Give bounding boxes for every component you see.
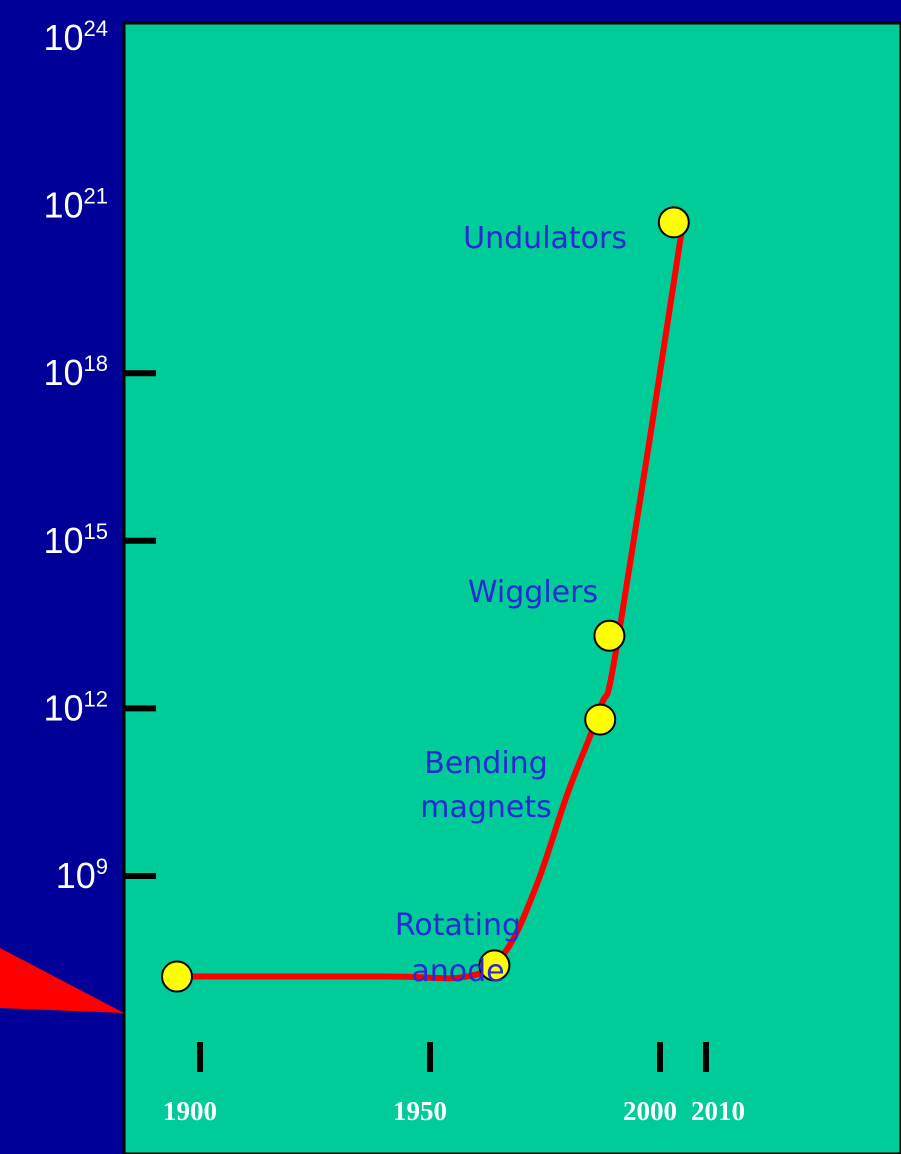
y-tick-label: 1015 xyxy=(43,519,108,561)
y-tick-label: 1021 xyxy=(43,184,108,226)
y-tick-label: 1018 xyxy=(43,351,108,393)
plot-area xyxy=(122,21,901,1154)
annotations: Rotating anode Bending magnets Wigglers Undul… xyxy=(395,221,627,989)
x-axis: 1900 1950 2000 2010 xyxy=(163,1042,745,1126)
data-point xyxy=(657,206,690,239)
y-tick-label: 1024 xyxy=(43,16,108,58)
data-point xyxy=(478,949,511,982)
y-tick-label: 109 xyxy=(56,854,108,896)
y-tick-label: 1012 xyxy=(43,686,108,728)
point-label: Wigglers xyxy=(468,575,598,610)
left-red-pointer xyxy=(0,948,124,1013)
data-point xyxy=(584,703,617,736)
data-point xyxy=(593,619,626,652)
y-axis: 109 1012 1015 1018 1021 1024 xyxy=(43,16,156,896)
x-tick-label: 2010 xyxy=(691,1096,745,1126)
data-points xyxy=(161,206,690,993)
point-label: Rotating anode xyxy=(395,908,521,989)
x-tick-label: 2000 xyxy=(623,1096,677,1126)
series-line xyxy=(174,219,686,982)
point-label: Undulators xyxy=(463,221,627,256)
x-tick-label: 1950 xyxy=(393,1096,447,1126)
x-tick-label: 1900 xyxy=(163,1096,217,1126)
data-point xyxy=(161,960,193,993)
point-label: Bending magnets xyxy=(420,746,552,825)
